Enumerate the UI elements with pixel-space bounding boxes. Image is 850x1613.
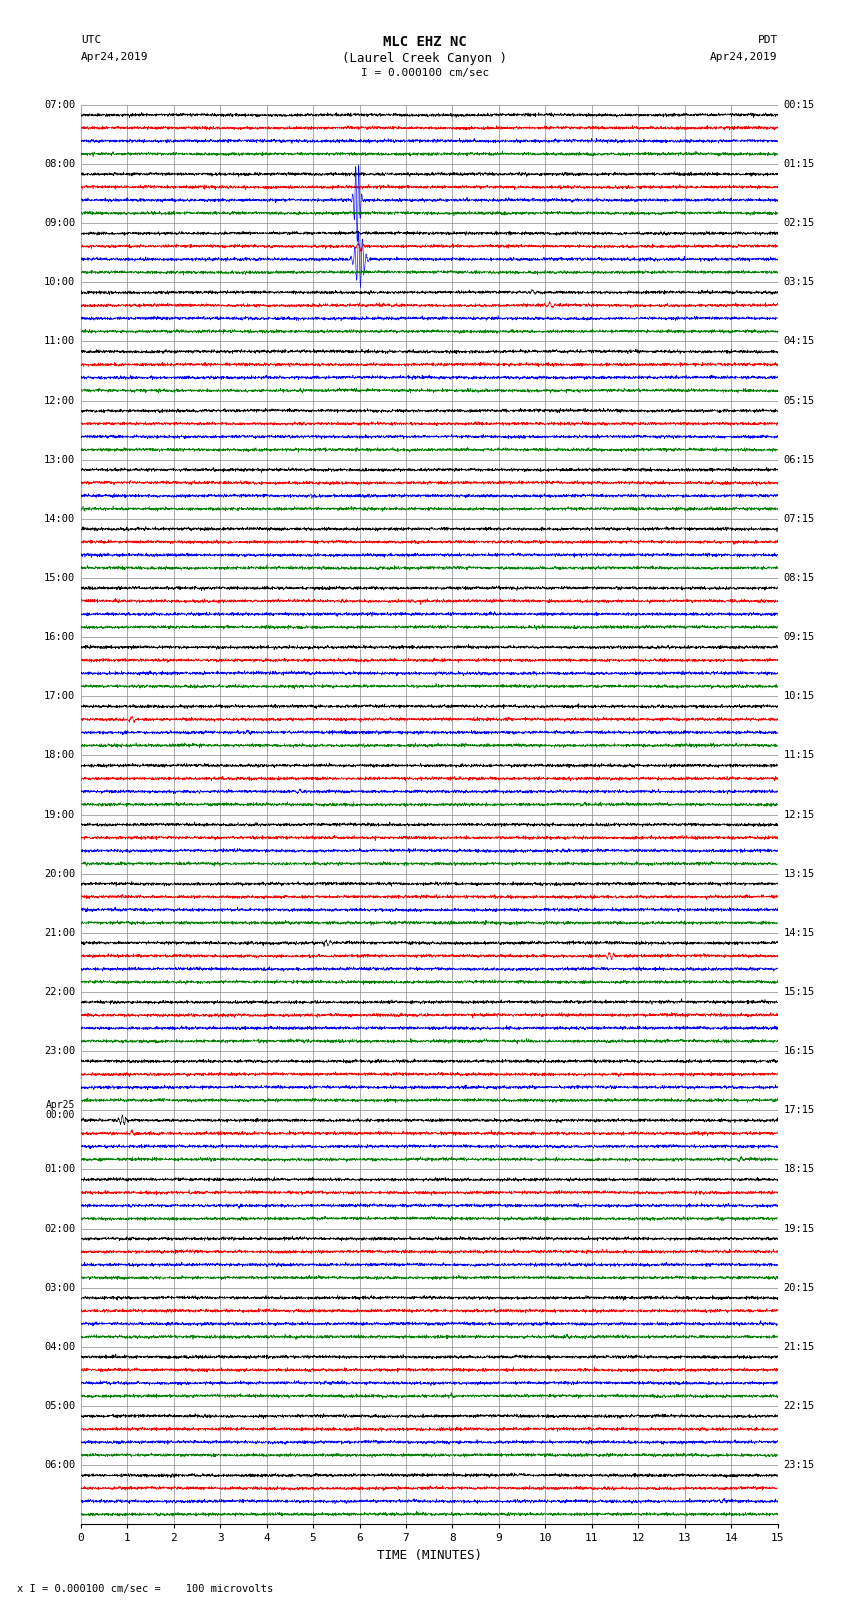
- Text: 07:15: 07:15: [784, 515, 814, 524]
- Text: 06:15: 06:15: [784, 455, 814, 465]
- Text: 12:00: 12:00: [44, 395, 75, 405]
- Text: UTC: UTC: [81, 35, 101, 45]
- Text: 10:15: 10:15: [784, 692, 814, 702]
- Text: 00:00: 00:00: [46, 1110, 75, 1121]
- Text: MLC EHZ NC: MLC EHZ NC: [383, 35, 467, 50]
- Text: 14:00: 14:00: [44, 515, 75, 524]
- Text: 06:00: 06:00: [44, 1460, 75, 1469]
- Text: 05:00: 05:00: [44, 1402, 75, 1411]
- Text: I = 0.000100 cm/sec: I = 0.000100 cm/sec: [361, 68, 489, 77]
- Text: 13:15: 13:15: [784, 869, 814, 879]
- Text: 08:00: 08:00: [44, 160, 75, 169]
- Text: 22:00: 22:00: [44, 987, 75, 997]
- Text: 15:00: 15:00: [44, 573, 75, 582]
- Text: 08:15: 08:15: [784, 573, 814, 582]
- Text: Apr24,2019: Apr24,2019: [711, 52, 778, 61]
- Text: 17:15: 17:15: [784, 1105, 814, 1115]
- Text: Apr25: Apr25: [46, 1100, 75, 1110]
- Text: 13:00: 13:00: [44, 455, 75, 465]
- Text: 21:15: 21:15: [784, 1342, 814, 1352]
- Text: 03:00: 03:00: [44, 1282, 75, 1292]
- Text: 11:15: 11:15: [784, 750, 814, 760]
- Text: 19:15: 19:15: [784, 1224, 814, 1234]
- Text: 23:00: 23:00: [44, 1047, 75, 1057]
- Text: PDT: PDT: [757, 35, 778, 45]
- Text: 09:00: 09:00: [44, 218, 75, 227]
- Text: 23:15: 23:15: [784, 1460, 814, 1469]
- Text: x I = 0.000100 cm/sec =    100 microvolts: x I = 0.000100 cm/sec = 100 microvolts: [17, 1584, 273, 1594]
- Text: 16:15: 16:15: [784, 1047, 814, 1057]
- Text: 01:15: 01:15: [784, 160, 814, 169]
- Text: 00:15: 00:15: [784, 100, 814, 110]
- Text: 21:00: 21:00: [44, 927, 75, 937]
- Text: 15:15: 15:15: [784, 987, 814, 997]
- Text: 09:15: 09:15: [784, 632, 814, 642]
- Text: 20:00: 20:00: [44, 869, 75, 879]
- Text: 14:15: 14:15: [784, 927, 814, 937]
- X-axis label: TIME (MINUTES): TIME (MINUTES): [377, 1548, 482, 1561]
- Text: 02:15: 02:15: [784, 218, 814, 227]
- Text: (Laurel Creek Canyon ): (Laurel Creek Canyon ): [343, 52, 507, 65]
- Text: 11:00: 11:00: [44, 337, 75, 347]
- Text: 04:15: 04:15: [784, 337, 814, 347]
- Text: 02:00: 02:00: [44, 1224, 75, 1234]
- Text: 01:00: 01:00: [44, 1165, 75, 1174]
- Text: 17:00: 17:00: [44, 692, 75, 702]
- Text: 19:00: 19:00: [44, 810, 75, 819]
- Text: 04:00: 04:00: [44, 1342, 75, 1352]
- Text: 12:15: 12:15: [784, 810, 814, 819]
- Text: Apr24,2019: Apr24,2019: [81, 52, 148, 61]
- Text: 18:00: 18:00: [44, 750, 75, 760]
- Text: 16:00: 16:00: [44, 632, 75, 642]
- Text: 03:15: 03:15: [784, 277, 814, 287]
- Text: 05:15: 05:15: [784, 395, 814, 405]
- Text: 10:00: 10:00: [44, 277, 75, 287]
- Text: 18:15: 18:15: [784, 1165, 814, 1174]
- Text: 07:00: 07:00: [44, 100, 75, 110]
- Text: 20:15: 20:15: [784, 1282, 814, 1292]
- Text: 22:15: 22:15: [784, 1402, 814, 1411]
